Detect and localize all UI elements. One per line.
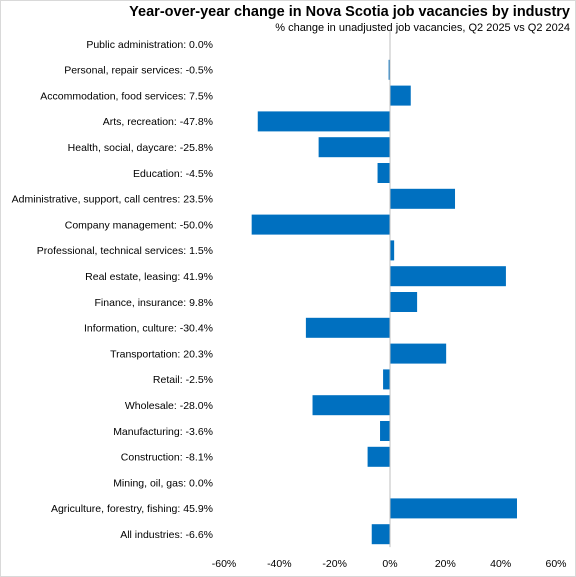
- category-label: Public administration: 0.0%: [86, 39, 213, 51]
- bar: [388, 59, 390, 80]
- bar: [318, 137, 390, 158]
- bar: [390, 498, 517, 519]
- bar: [305, 317, 390, 338]
- category-label: All industries: -6.6%: [120, 529, 213, 541]
- bar: [390, 292, 418, 312]
- bar: [380, 421, 390, 441]
- bar: [377, 163, 390, 183]
- bar: [383, 369, 390, 390]
- category-label: Agriculture, forestry, fishing: 45.9%: [51, 503, 213, 515]
- category-label: Company management: -50.0%: [65, 219, 213, 231]
- category-label: Professional, technical services: 1.5%: [37, 245, 213, 257]
- category-label: Wholesale: -28.0%: [125, 400, 213, 412]
- x-tick-label: 40%: [490, 558, 511, 570]
- chart-title: Year-over-year change in Nova Scotia job…: [129, 4, 570, 20]
- bar: [312, 395, 390, 416]
- x-tick-label: 20%: [435, 558, 456, 570]
- chart-subtitle: % change in unadjusted job vacancies, Q2…: [275, 22, 570, 34]
- x-tick-label: -60%: [212, 558, 237, 570]
- category-label: Real estate, leasing: 41.9%: [85, 271, 213, 283]
- category-label: Personal, repair services: -0.5%: [64, 65, 213, 77]
- bar: [371, 524, 390, 545]
- category-label: Manufacturing: -3.6%: [113, 426, 213, 438]
- bar: [390, 343, 447, 364]
- category-label: Administrative, support, call centres: 2…: [12, 194, 213, 206]
- category-label: Retail: -2.5%: [153, 374, 213, 386]
- category-label: Mining, oil, gas: 0.0%: [113, 477, 213, 489]
- category-label: Health, social, daycare: -25.8%: [68, 142, 213, 154]
- bar: [390, 188, 456, 209]
- x-tick-label: -20%: [322, 558, 347, 570]
- bar: [367, 446, 390, 467]
- bar: [251, 214, 390, 235]
- category-label: Construction: -8.1%: [121, 452, 213, 464]
- category-label: Education: -4.5%: [133, 168, 213, 180]
- bar: [390, 240, 395, 261]
- category-label: Information, culture: -30.4%: [84, 323, 213, 335]
- x-tick-label: 60%: [545, 558, 566, 570]
- bar: [390, 266, 506, 287]
- x-tick-label: -40%: [267, 558, 292, 570]
- bar: [257, 111, 390, 132]
- category-label: Accommodation, food services: 7.5%: [40, 90, 213, 102]
- category-label: Transportation: 20.3%: [110, 348, 213, 360]
- bar: [390, 85, 411, 106]
- x-tick-label: 0%: [382, 558, 397, 570]
- category-label: Finance, insurance: 9.8%: [95, 297, 213, 309]
- category-label: Arts, recreation: -47.8%: [103, 116, 213, 128]
